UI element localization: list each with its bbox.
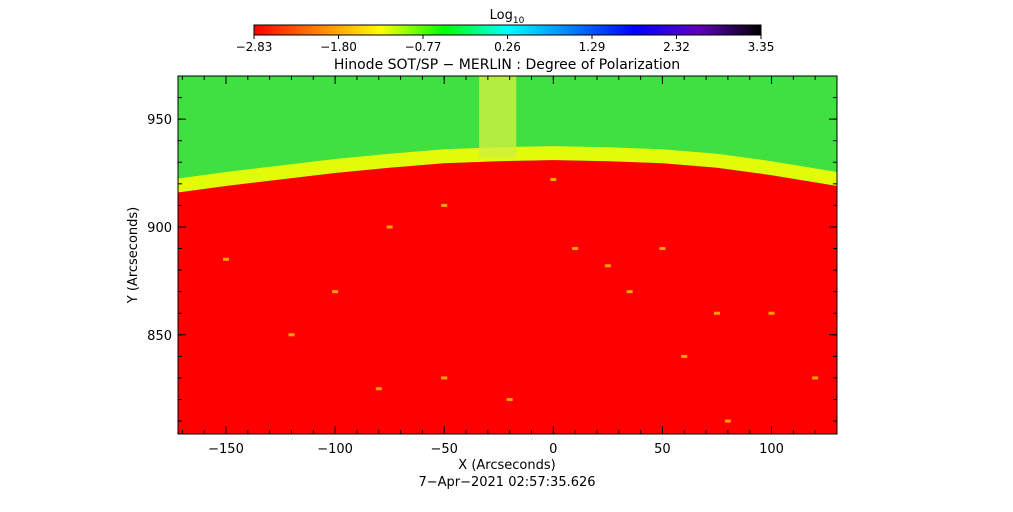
plage-spot — [441, 376, 448, 380]
x-axis-label: X (Arcseconds) — [458, 458, 555, 473]
x-tick-label: −150 — [208, 442, 244, 457]
plage-spot — [375, 387, 382, 391]
y-axis-label: Y (Arcseconds) — [126, 207, 141, 304]
timestamp: 7−Apr−2021 02:57:35.626 — [418, 475, 595, 490]
colorbar-label: Log10 — [490, 8, 525, 26]
plage-spots — [223, 178, 819, 423]
colorbar-gradient — [253, 24, 762, 36]
y-tick-label: 850 — [147, 329, 172, 344]
column-feature — [479, 76, 517, 158]
plage-spot — [604, 264, 611, 268]
x-tick-label: 0 — [549, 442, 557, 457]
colorbar-tick-label: 1.29 — [579, 40, 606, 54]
solar-disk-region — [178, 160, 837, 434]
y-axis: 850 900 950 — [147, 75, 837, 422]
x-axis: −150 −100 −50 0 50 100 — [181, 76, 838, 457]
y-tick-label: 900 — [147, 221, 172, 236]
colorbar-ticks: −2.83 −1.80 −0.77 0.26 1.29 2.32 3.35 — [236, 35, 775, 54]
colorbar-label-subscript: 10 — [513, 16, 525, 26]
colorbar-tick-label: 3.35 — [748, 40, 775, 54]
x-tick-label: 100 — [759, 442, 784, 457]
y-tick-label: 950 — [147, 113, 172, 128]
limb-band — [178, 146, 837, 193]
plage-spot — [288, 333, 295, 337]
x-tick-label: −100 — [317, 442, 353, 457]
plage-spot — [223, 257, 230, 261]
plage-spot — [681, 354, 688, 358]
x-tick-label: 50 — [654, 442, 671, 457]
plage-spot — [626, 290, 633, 294]
plage-spot — [572, 247, 579, 251]
plage-spot — [506, 397, 513, 401]
chart-title: Hinode SOT/SP − MERLIN : Degree of Polar… — [334, 57, 680, 73]
colorbar-tick-label: 0.26 — [494, 40, 521, 54]
plot-frame — [177, 75, 838, 435]
plage-spot — [713, 311, 720, 315]
plage-spot — [812, 376, 819, 380]
colorbar: Log10 −2.83 −1.80 −0.77 0.26 1.29 2.32 3.35 — [236, 8, 775, 54]
colorbar-tick-label: −2.83 — [236, 40, 273, 54]
colorbar-tick-label: −1.80 — [320, 40, 357, 54]
plage-spot — [768, 311, 775, 315]
plage-spot — [441, 203, 448, 207]
x-tick-label: −50 — [430, 442, 457, 457]
plage-spot — [659, 247, 666, 251]
plage-spot — [724, 419, 731, 423]
plage-spot — [550, 178, 557, 182]
heatmap-image — [178, 76, 837, 434]
colorbar-tick-label: 2.32 — [663, 40, 690, 54]
colorbar-tick-label: −0.77 — [405, 40, 442, 54]
plage-spot — [386, 225, 393, 229]
plage-spot — [332, 290, 339, 294]
